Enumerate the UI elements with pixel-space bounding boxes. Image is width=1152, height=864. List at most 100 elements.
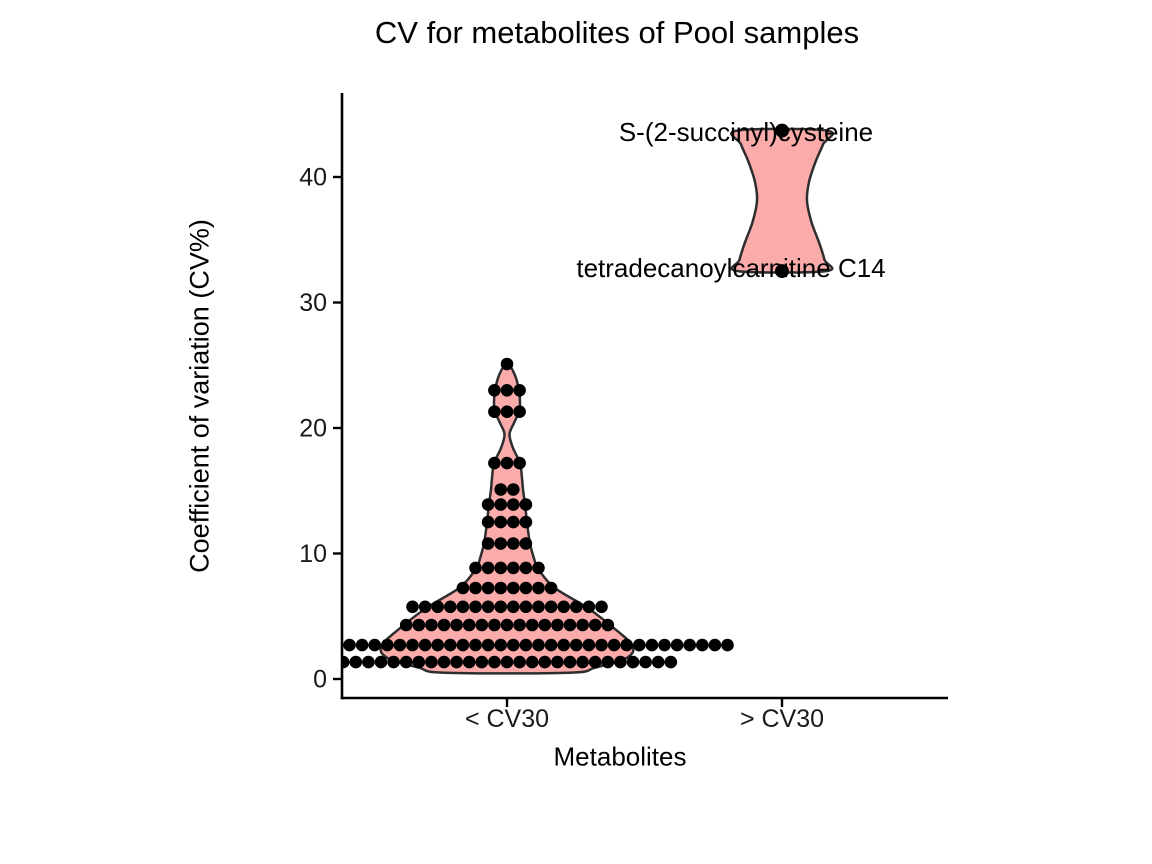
dot bbox=[588, 655, 602, 669]
dot bbox=[696, 638, 709, 652]
dot bbox=[507, 483, 520, 496]
outlier-point bbox=[775, 123, 789, 138]
dot bbox=[519, 581, 533, 595]
dot bbox=[494, 483, 508, 496]
dot bbox=[500, 655, 514, 669]
dot bbox=[582, 638, 596, 652]
dot bbox=[582, 600, 596, 614]
dot bbox=[431, 600, 445, 614]
dot bbox=[570, 600, 583, 614]
dot bbox=[614, 655, 627, 669]
dot bbox=[645, 638, 659, 652]
dot bbox=[374, 655, 388, 669]
annotation-label: S-(2-succinyl)cysteine bbox=[619, 117, 873, 147]
dot bbox=[494, 600, 508, 614]
dot bbox=[626, 655, 640, 669]
dot bbox=[576, 618, 589, 632]
dot bbox=[437, 655, 451, 669]
dot bbox=[551, 655, 564, 669]
dot bbox=[293, 639, 306, 652]
y-tick-label: 30 bbox=[299, 289, 327, 317]
dot bbox=[525, 655, 539, 669]
dot bbox=[570, 638, 583, 652]
dot bbox=[658, 638, 671, 652]
dot bbox=[639, 655, 652, 669]
y-tick-label: 20 bbox=[299, 415, 327, 443]
dot bbox=[532, 581, 545, 595]
dot bbox=[519, 600, 533, 614]
dot bbox=[588, 618, 602, 632]
dot bbox=[513, 618, 526, 632]
dot bbox=[519, 561, 533, 575]
dot bbox=[595, 600, 608, 614]
dot bbox=[475, 618, 489, 632]
dot bbox=[444, 638, 457, 652]
dot bbox=[406, 600, 419, 614]
dot bbox=[488, 384, 501, 397]
dot bbox=[557, 600, 570, 614]
dot bbox=[664, 655, 678, 669]
dot bbox=[507, 638, 520, 652]
dot bbox=[519, 537, 533, 550]
dot bbox=[576, 655, 589, 669]
dot bbox=[488, 456, 501, 470]
dot bbox=[488, 405, 501, 419]
dot bbox=[507, 515, 520, 529]
dot bbox=[519, 638, 533, 652]
x-axis-title: Metabolites bbox=[553, 741, 687, 772]
x-tick-label: < CV30 bbox=[465, 705, 549, 733]
dot bbox=[563, 618, 577, 632]
dot bbox=[399, 618, 413, 632]
dot bbox=[349, 655, 363, 669]
dot bbox=[620, 638, 633, 652]
dot bbox=[412, 655, 426, 669]
dot bbox=[563, 655, 577, 669]
dot bbox=[469, 561, 482, 575]
dot bbox=[500, 384, 514, 397]
dot bbox=[418, 600, 432, 614]
dot bbox=[488, 655, 501, 669]
dot bbox=[381, 638, 394, 652]
dot bbox=[444, 600, 457, 614]
dot bbox=[481, 561, 495, 575]
dot bbox=[355, 638, 369, 652]
dot bbox=[475, 655, 489, 669]
dot bbox=[343, 655, 350, 669]
dot bbox=[538, 618, 552, 632]
dot bbox=[368, 638, 382, 652]
dot bbox=[280, 639, 293, 652]
dot bbox=[450, 655, 463, 669]
dot bbox=[343, 638, 356, 652]
dot bbox=[494, 498, 508, 511]
dot bbox=[507, 581, 520, 595]
dot bbox=[494, 561, 508, 575]
dot bbox=[595, 638, 608, 652]
dot bbox=[456, 600, 470, 614]
dot bbox=[456, 638, 470, 652]
dot bbox=[425, 655, 438, 669]
dot bbox=[507, 498, 520, 511]
outlier-point bbox=[775, 264, 789, 279]
dot bbox=[607, 638, 621, 652]
dotplot-group bbox=[280, 357, 734, 669]
dot bbox=[481, 515, 495, 529]
violin-shape bbox=[730, 127, 834, 274]
dot bbox=[387, 655, 400, 669]
dot bbox=[513, 655, 526, 669]
dot bbox=[513, 384, 526, 397]
dot bbox=[525, 618, 539, 632]
dot bbox=[683, 638, 696, 652]
dot bbox=[538, 655, 552, 669]
dot bbox=[494, 515, 508, 529]
dot bbox=[437, 618, 451, 632]
dot bbox=[425, 618, 438, 632]
dot bbox=[469, 638, 482, 652]
dot bbox=[544, 638, 558, 652]
annotation-label: tetradecanoylcarnitine C14 bbox=[576, 253, 885, 283]
dot bbox=[708, 638, 722, 652]
y-tick-label: 10 bbox=[299, 540, 327, 568]
y-tick-label: 0 bbox=[313, 666, 327, 694]
dot bbox=[532, 638, 545, 652]
